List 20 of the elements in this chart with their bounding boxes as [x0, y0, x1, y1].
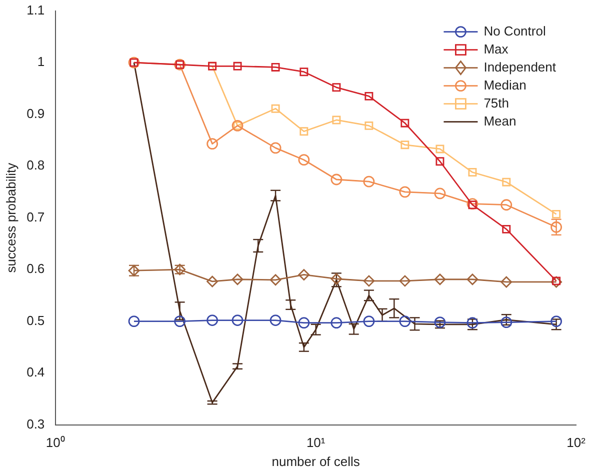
y-axis-title: success probability: [3, 162, 18, 273]
y-tick-label: 0.3: [26, 416, 45, 432]
y-tick-label: 0.5: [26, 312, 45, 328]
legend-label: No Control: [484, 23, 546, 38]
y-tick-label: 0.8: [26, 158, 45, 173]
legend-label: Median: [484, 77, 526, 92]
x-tick-label: 10⁰: [46, 435, 66, 450]
y-tick-label: 1.1: [26, 2, 45, 18]
legend-label: Max: [484, 41, 509, 56]
y-tick-label: 0.6: [26, 261, 45, 276]
x-tick-label: 10²: [566, 435, 586, 450]
y-tick-label: 0.4: [26, 364, 45, 380]
legend-label: Mean: [484, 113, 516, 128]
y-tick-label: 0.9: [26, 106, 45, 121]
legend-label: Independent: [484, 59, 556, 74]
x-tick-label: 10¹: [306, 435, 326, 450]
y-tick-label: 1: [37, 54, 45, 70]
y-tick-label: 0.7: [26, 209, 45, 224]
legend-label: 75th: [484, 95, 510, 110]
x-axis-title: number of cells: [272, 454, 360, 469]
